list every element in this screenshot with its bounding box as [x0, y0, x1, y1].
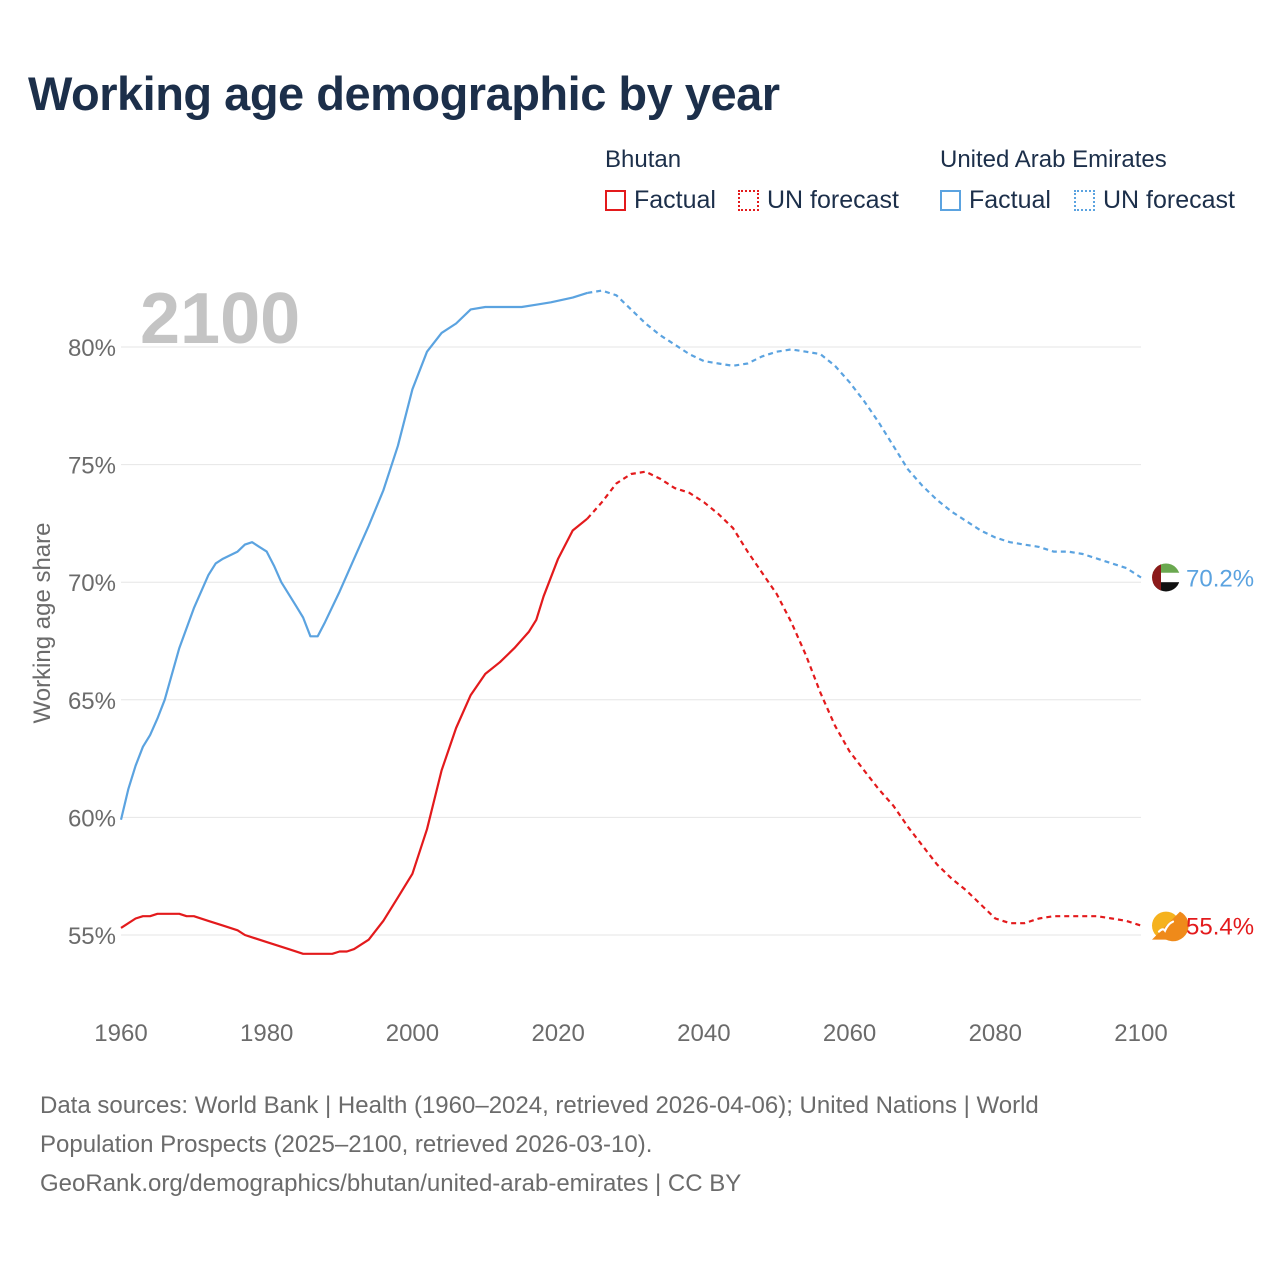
series-line-bhutan-forecast	[586, 470, 1142, 927]
footer-link[interactable]: GeoRank.org/demographics/bhutan/united-a…	[40, 1170, 742, 1197]
legend-label: UN forecast	[767, 186, 899, 214]
legend-item-uae-forecast[interactable]: UN forecast	[1074, 186, 1235, 215]
flag-stripe-white	[1152, 572, 1180, 583]
x-axis-ticks: 1960 1980 2000 2020 2040 2060 2080 2100	[94, 1020, 1167, 1047]
x-tick-label: 2060	[823, 1020, 876, 1047]
x-tick-label: 2100	[1114, 1020, 1167, 1047]
series-line-uae-forecast	[587, 289, 1142, 579]
y-tick-label: 70%	[68, 570, 116, 597]
flag-stripe-black	[1152, 582, 1180, 592]
x-tick-label: 1980	[240, 1020, 293, 1047]
series-line-bhutan-factual	[120, 517, 588, 955]
x-tick-label: 2000	[386, 1020, 439, 1047]
legend-swatch-solid	[940, 190, 961, 211]
footer-line: Data sources: World Bank | Health (1960–…	[40, 1092, 1039, 1119]
year-overlay: 2100	[140, 279, 300, 359]
y-axis-label: Working age share	[29, 523, 56, 724]
y-tick-label: 55%	[68, 923, 116, 950]
line-chart: 2100 55% 60% 65% 70% 75% 80% 1960 1980 2000 2020…	[29, 279, 1254, 1047]
legend-item-uae-factual[interactable]: Factual	[940, 186, 1051, 215]
bhutan-flag-icon	[1152, 911, 1189, 942]
footer-line: Population Prospects (2025–2100, retriev…	[40, 1131, 653, 1158]
legend-group-uae: United Arab Emirates	[940, 146, 1167, 173]
end-value-label-bhutan: 55.4%	[1186, 914, 1254, 941]
legend-group-bhutan: Bhutan	[605, 146, 682, 173]
flag-dragon	[1157, 920, 1175, 933]
x-tick-label: 2020	[531, 1020, 584, 1047]
y-axis-ticks: 55% 60% 65% 70% 75% 80%	[68, 335, 116, 950]
y-tick-label: 60%	[68, 805, 116, 832]
footer-sources: Data sources: World Bank | Health (1960–…	[40, 1086, 1240, 1203]
chart-title: Working age demographic by year	[28, 67, 780, 120]
y-tick-label: 80%	[68, 335, 116, 362]
legend-item-bhutan-forecast[interactable]: UN forecast	[738, 186, 899, 215]
series-line-uae-factual	[119, 291, 588, 821]
flag-band-red	[1152, 563, 1161, 592]
flag-orange-half	[1152, 911, 1189, 942]
y-tick-label: 65%	[68, 688, 116, 715]
x-tick-label: 2040	[677, 1020, 730, 1047]
legend-item-bhutan-factual[interactable]: Factual	[605, 186, 716, 215]
uae-flag-icon	[1152, 563, 1180, 592]
flag-stripe-green	[1152, 563, 1180, 573]
end-markers: 55.4% 70.2%	[1152, 563, 1254, 942]
series-lines	[119, 289, 1142, 955]
legend-label: UN forecast	[1103, 186, 1235, 214]
x-tick-label: 2080	[969, 1020, 1022, 1047]
legend-label: Factual	[969, 186, 1051, 214]
y-tick-label: 75%	[68, 453, 116, 480]
grid-lines	[121, 346, 1141, 936]
legend-label: Factual	[634, 186, 716, 214]
legend-swatch-solid	[605, 190, 626, 211]
end-value-label-uae: 70.2%	[1186, 565, 1254, 592]
x-tick-label: 1960	[94, 1020, 147, 1047]
legend-swatch-dotted	[1074, 190, 1095, 211]
legend-swatch-dotted	[738, 190, 759, 211]
